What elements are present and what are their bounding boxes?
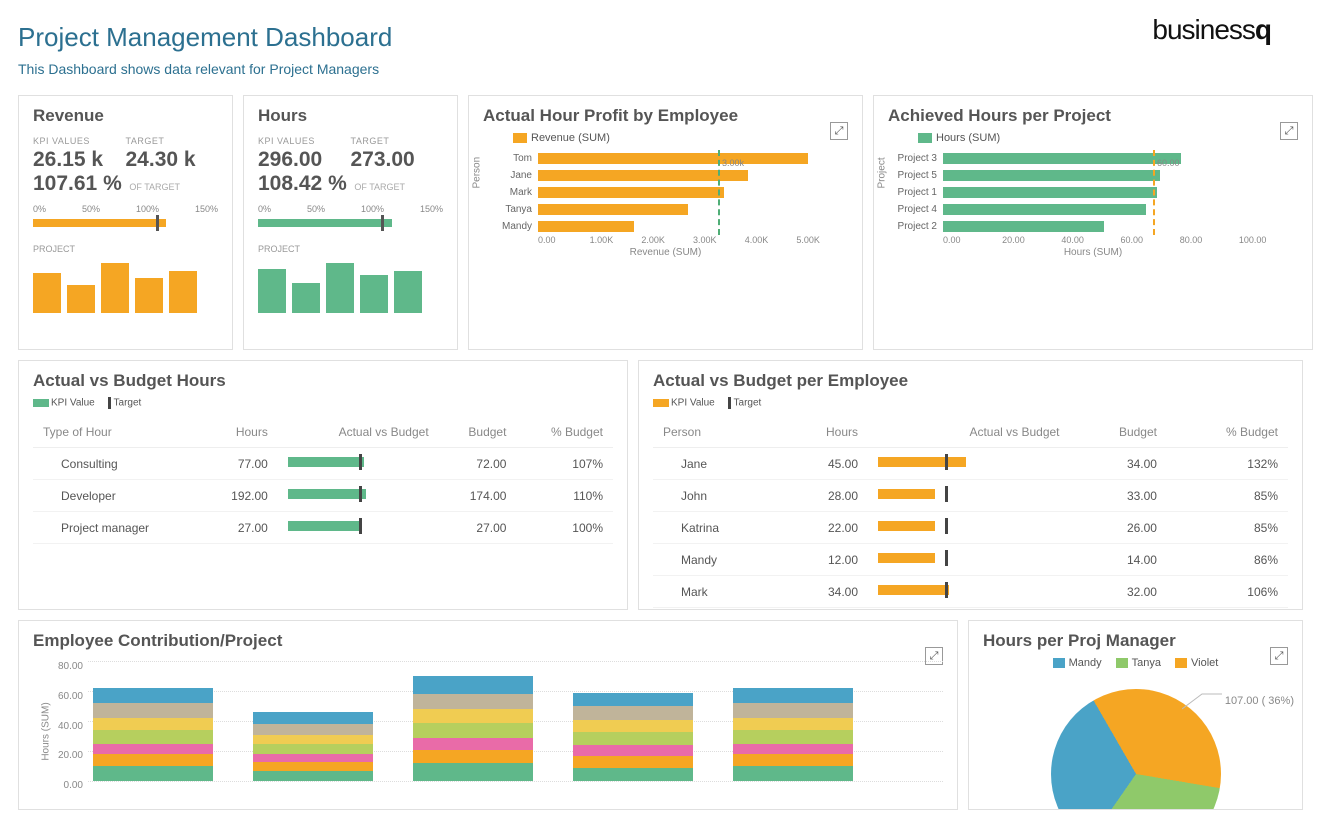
table-row[interactable]: Mark34.0032.00106% (653, 576, 1288, 608)
table-row[interactable]: Katrina22.0026.0085% (653, 512, 1288, 544)
avb-hours-title: Actual vs Budget Hours (33, 371, 613, 391)
kpi-revenue-title: Revenue (33, 106, 218, 126)
of-target-label: OF TARGET (129, 182, 180, 192)
pie-legend: MandyTanyaViolet (983, 657, 1288, 669)
stacked-bar (413, 676, 533, 781)
kpi-revenue-card: Revenue KPI VALUES 26.15 k TARGET 24.30 … (18, 95, 233, 350)
kpi-revenue-pct: 107.61 % (33, 172, 122, 196)
chart-bar: Project 3 (888, 150, 1298, 167)
expand-icon[interactable]: ⤢ (830, 122, 848, 140)
chart-bar: Tanya (483, 201, 848, 218)
stacked-bar (93, 688, 213, 781)
kpi-revenue-value: 26.15 k (33, 148, 126, 172)
table-legend: KPI Value Target (653, 397, 1288, 409)
kpi-revenue-minichart (33, 258, 218, 313)
chart-bar: Project 4 (888, 201, 1298, 218)
expand-icon[interactable]: ⤢ (1270, 647, 1288, 665)
kpi-revenue-target: 24.30 k (126, 148, 219, 172)
chart-bar: Project 2 (888, 218, 1298, 235)
legend-label: Revenue (SUM) (531, 132, 610, 144)
chart-bar: Jane (483, 167, 848, 184)
avb-employee-table: PersonHoursActual vs BudgetBudget% Budge… (653, 417, 1288, 608)
profit-by-employee-title: Actual Hour Profit by Employee (483, 106, 848, 126)
chart-bar: Project 5 (888, 167, 1298, 184)
table-row[interactable]: Jane45.0034.00132% (653, 448, 1288, 480)
stacked-bar (733, 688, 853, 781)
kpi-hours-minichart (258, 258, 443, 313)
kpi-hours-value: 296.00 (258, 148, 351, 172)
kpi-hours-title: Hours (258, 106, 443, 126)
achieved-hours-title: Achieved Hours per Project (888, 106, 1298, 126)
table-row[interactable]: Consulting77.0072.00107% (33, 448, 613, 480)
chart-bar: Mandy (483, 218, 848, 235)
hours-per-pm-title: Hours per Proj Manager (983, 631, 1288, 651)
kpi-revenue-gauge: 0%50%100%150% (33, 204, 218, 230)
kpi-hours-card: Hours KPI VALUES 296.00 TARGET 273.00 10… (243, 95, 458, 350)
y-axis-label: Person (472, 156, 483, 188)
avb-hours-card: Actual vs Budget Hours KPI Value Target … (18, 360, 628, 610)
logo: businessq (1152, 14, 1271, 46)
legend-label: Hours (SUM) (936, 132, 1000, 144)
chart-bar: Tom (483, 150, 848, 167)
pie-callout: 107.00 ( 36%) (1182, 691, 1294, 711)
target-label: TARGET (126, 136, 219, 146)
contribution-title: Employee Contribution/Project (33, 631, 943, 651)
kpi-label: KPI VALUES (33, 136, 126, 146)
kpi-revenue-section: PROJECT (33, 244, 218, 254)
kpi-hours-pct: 108.42 % (258, 172, 347, 196)
page-title: Project Management Dashboard (18, 22, 1313, 53)
hours-per-pm-card: Hours per Proj Manager ⤢ MandyTanyaViole… (968, 620, 1303, 810)
stacked-bar (573, 693, 693, 782)
table-legend: KPI Value Target (33, 397, 613, 409)
contribution-card: Employee Contribution/Project ⤢ Hours (S… (18, 620, 958, 810)
avb-hours-table: Type of HourHoursActual vs BudgetBudget%… (33, 417, 613, 544)
table-row[interactable]: Developer192.00174.00110% (33, 480, 613, 512)
y-axis-label: Project (877, 157, 888, 188)
x-axis-label: Hours (SUM) (888, 247, 1298, 258)
avb-employee-card: Actual vs Budget per Employee KPI Value … (638, 360, 1303, 610)
kpi-hours-target: 273.00 (351, 148, 444, 172)
x-axis-label: Revenue (SUM) (483, 247, 848, 258)
profit-by-employee-card: Actual Hour Profit by Employee ⤢ Revenue… (468, 95, 863, 350)
achieved-hours-card: Achieved Hours per Project ⤢ Hours (SUM)… (873, 95, 1313, 350)
avb-employee-title: Actual vs Budget per Employee (653, 371, 1288, 391)
expand-icon[interactable]: ⤢ (1280, 122, 1298, 140)
table-row[interactable]: John28.0033.0085% (653, 480, 1288, 512)
page-subtitle: This Dashboard shows data relevant for P… (18, 61, 1313, 77)
stacked-bar (253, 712, 373, 781)
table-row[interactable]: Mandy12.0014.0086% (653, 544, 1288, 576)
kpi-hours-gauge: 0%50%100%150% (258, 204, 443, 230)
contribution-chart (33, 661, 943, 781)
chart-bar: Mark (483, 184, 848, 201)
chart-bar: Project 1 (888, 184, 1298, 201)
table-row[interactable]: Project manager27.0027.00100% (33, 512, 613, 544)
